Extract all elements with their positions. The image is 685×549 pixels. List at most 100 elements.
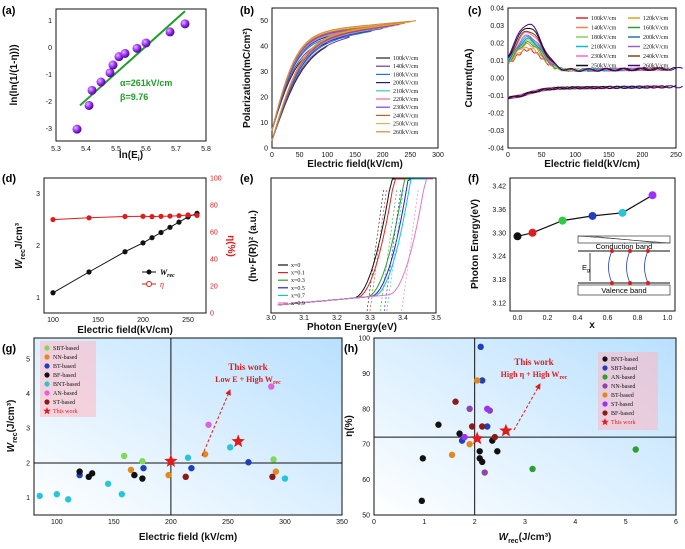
a-xtick: 5.5 <box>111 146 121 153</box>
a-data-point <box>132 43 142 53</box>
c-ytick: 0.04 <box>490 6 504 13</box>
d-ytick-right: 100 <box>210 176 222 183</box>
d-data-point <box>122 213 128 220</box>
f-valence-band-block <box>577 284 671 296</box>
f-ytick: 3.36 <box>492 207 506 214</box>
panel-f-label: (f) <box>468 173 479 185</box>
d-legend-marker-eta <box>146 281 152 287</box>
f-data-point <box>513 232 522 241</box>
d-series <box>50 210 200 296</box>
h-data-point <box>479 423 486 430</box>
panel-e-ylabel: (hν·F(R))² (a.u.) <box>248 210 259 282</box>
panel-h-label: (h) <box>344 343 358 355</box>
g-reference-lines <box>34 338 342 515</box>
c-legend-label: 220kV/cm <box>643 45 669 51</box>
h-xtick: 4 <box>573 519 577 526</box>
c-legend-label: 200kV/cm <box>643 35 669 41</box>
g-data-point <box>227 444 234 451</box>
g-data-point <box>165 471 172 479</box>
d-data-point <box>122 249 128 255</box>
b-legend-label: 250kV/cm <box>393 122 419 128</box>
g-data-point <box>88 470 96 477</box>
panel-f: (f) x Photon Energy(eV) 0.0 0.2 0.4 0.6 0.8 1… <box>468 173 676 331</box>
f-ytick: 3.30 <box>492 230 506 237</box>
b-xtick: 0 <box>270 152 274 159</box>
e-xtick: 3.1 <box>299 315 309 322</box>
g-data-point <box>139 458 146 465</box>
c-curve-lower <box>507 85 683 100</box>
panel-e-xticks: 3.0 3.1 3.2 3.3 3.4 3.5 <box>266 315 441 322</box>
panel-c-xticks: 0 50 100 150 200 250 <box>506 152 682 159</box>
h-data-point <box>452 398 459 405</box>
panel-g-ylabel: Wrec(J/cm³) <box>6 400 19 453</box>
panel-e-xlabel: Photon Energy(eV) <box>307 322 397 333</box>
d-data-point <box>140 213 146 219</box>
f-series <box>513 191 657 241</box>
a-xtick: 5.7 <box>171 146 181 153</box>
e-xtick: 3.4 <box>398 315 408 322</box>
panel-h-yticks: 100 90 80 70 60 50 <box>358 336 370 520</box>
b-legend-label: 100kV/cm <box>393 56 419 62</box>
a-data-point <box>165 27 175 37</box>
h-data-point <box>461 433 468 441</box>
e-tangent-line <box>366 189 384 312</box>
panel-a-label: (a) <box>2 5 16 17</box>
c-curve-upper <box>507 23 683 72</box>
f-hole-dot <box>628 281 632 285</box>
c-legend: 100kV/cm 120kV/cm 140kV/cm 160kV/cm 180kV/cm… <box>576 16 669 70</box>
g-xtick: 300 <box>279 519 291 526</box>
g-data-point <box>131 471 138 479</box>
c-legend-label: 210kV/cm <box>591 45 617 51</box>
h-legend-swatch <box>602 392 608 398</box>
panel-h-xlabel: Wrec(J/cm³) <box>499 532 552 545</box>
d-legend-eta: η <box>160 280 164 289</box>
b-legend-label: 220kV/cm <box>393 97 419 103</box>
b-xtick: 250 <box>404 152 416 159</box>
g-legend-star <box>43 407 51 415</box>
c-xtick: 100 <box>569 152 581 159</box>
d-data-point <box>158 213 164 219</box>
f-xtick: 0.0 <box>513 315 523 322</box>
e-tangent-line <box>379 189 398 312</box>
e-legend-label: x=0.1 <box>291 271 305 277</box>
a-ytick: 0 <box>48 45 52 52</box>
panel-h-xticks: 0 1 2 3 4 5 6 <box>372 519 678 526</box>
b-ytick: 20 <box>260 95 268 102</box>
h-xtick: 3 <box>523 519 527 526</box>
d-series-line <box>52 212 198 294</box>
c-curve-upper <box>507 37 643 72</box>
d-xtick: 200 <box>137 317 149 324</box>
a-fit-line <box>79 10 186 107</box>
b-ytick: 40 <box>260 44 268 51</box>
f-series-line <box>517 194 653 237</box>
h-legend-label: NN-based <box>611 384 635 390</box>
panel-b-label: (b) <box>240 5 254 17</box>
g-xtick: 150 <box>108 519 120 526</box>
h-legend-box <box>598 352 658 430</box>
c-legend-label: 120kV/cm <box>643 16 669 22</box>
g-data-point <box>120 452 128 460</box>
e-xtick: 3.0 <box>266 315 276 322</box>
panel-d-xlabel: Electric field(kV/cm) <box>77 325 173 336</box>
panel-g-label: (g) <box>2 343 16 355</box>
c-legend-label: 100kV/cm <box>591 16 617 22</box>
e-tangent-line <box>383 189 401 312</box>
h-legend-label: ST-based <box>611 402 633 408</box>
h-data-point <box>419 455 427 462</box>
panel-b-xticks: 0 50 100 150 200 250 300 <box>270 152 444 159</box>
e-tangent-line <box>401 189 419 312</box>
d-ytick-left: 3 <box>36 191 40 198</box>
a-data-point <box>108 60 118 70</box>
c-ytick: 0.01 <box>490 58 504 65</box>
h-legend-label: SBT-based <box>611 366 637 372</box>
panel-a-xlabel: ln(Ei) <box>119 150 143 163</box>
g-data-point <box>270 456 277 463</box>
g-legend-swatch <box>44 354 50 360</box>
g-legend-swatch <box>44 372 50 378</box>
g-legend-swatch <box>44 381 50 387</box>
e-curve <box>277 178 433 306</box>
g-legend-swatch <box>44 345 50 351</box>
a-data-point <box>72 124 82 134</box>
a-ytick: -3 <box>46 126 52 133</box>
f-valence-band-label: Valence band <box>601 286 646 295</box>
